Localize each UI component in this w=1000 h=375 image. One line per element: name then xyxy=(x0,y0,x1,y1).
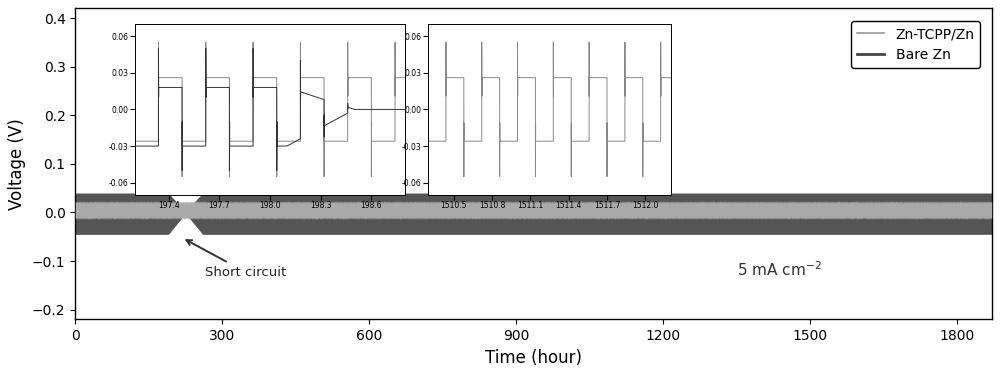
Text: 5 mA cm$^{-2}$: 5 mA cm$^{-2}$ xyxy=(737,260,822,279)
Legend: Zn-TCPP/Zn, Bare Zn: Zn-TCPP/Zn, Bare Zn xyxy=(851,21,980,68)
Y-axis label: Voltage (V): Voltage (V) xyxy=(8,118,26,210)
Text: Short circuit: Short circuit xyxy=(186,240,286,279)
X-axis label: Time (hour): Time (hour) xyxy=(485,349,582,367)
